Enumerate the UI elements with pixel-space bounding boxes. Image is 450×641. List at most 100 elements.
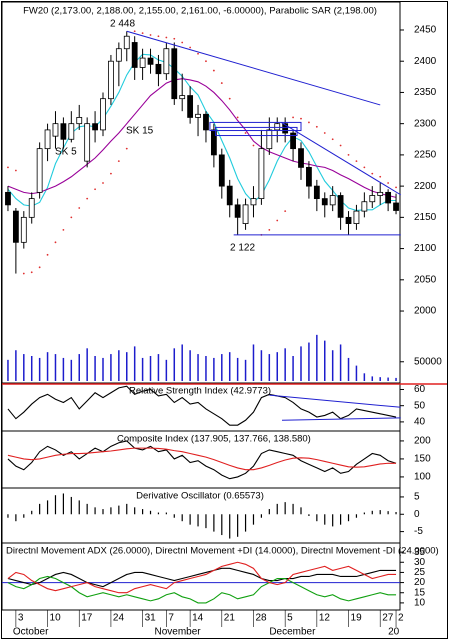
x-tick-label: 5	[287, 613, 293, 624]
y-tick-label: 2050	[414, 274, 437, 285]
candle-body	[377, 191, 384, 196]
candle-body	[28, 198, 35, 218]
y-tick-label: 2200	[414, 181, 437, 192]
candle-body	[20, 216, 27, 243]
y-tick-label: -5	[414, 526, 423, 537]
candle-body	[115, 48, 122, 62]
sar-dot	[347, 153, 350, 156]
y-tick-label: 150	[414, 454, 431, 465]
annotation: SK 5	[55, 147, 77, 158]
sar-dot	[339, 144, 342, 147]
sar-dot	[149, 34, 152, 36]
sar-dot	[284, 210, 287, 213]
sar-dot	[117, 160, 120, 163]
y-tick-label: 10	[414, 598, 426, 609]
y-tick-label: 30	[414, 557, 426, 568]
series-line	[7, 447, 397, 471]
y-tick-label: 2150	[414, 212, 437, 223]
candle-body	[218, 154, 225, 187]
sar-dot	[54, 241, 57, 244]
sar-dot	[387, 182, 390, 184]
sar-dot	[379, 175, 382, 178]
sar-dot	[94, 188, 96, 191]
candle-body	[266, 129, 273, 150]
y-tick-label: 2000	[414, 306, 437, 317]
series-line	[7, 78, 397, 198]
sar-dot	[268, 228, 271, 231]
x-tick-label: 3	[18, 613, 24, 624]
price-box	[214, 126, 298, 137]
sar-dot	[228, 97, 231, 100]
sar-dot	[181, 41, 184, 44]
candle-body	[298, 148, 304, 168]
y-tick-label: 2300	[414, 118, 437, 129]
sar-dot	[70, 216, 73, 219]
candle-body	[84, 123, 91, 162]
candle-body	[242, 204, 249, 224]
sar-dot	[38, 266, 41, 269]
sar-dot	[165, 36, 168, 39]
candle-body	[187, 95, 194, 118]
sar-dot	[157, 35, 160, 38]
sar-dot	[205, 60, 207, 63]
panel-title: Relative Strength Index (42.9773)	[129, 386, 271, 397]
month-label: 20	[388, 627, 400, 638]
sar-dot	[331, 138, 334, 141]
x-tick-label: 14	[192, 613, 204, 624]
sar-dot	[212, 69, 215, 72]
sar-dot	[141, 32, 144, 35]
candle-body	[258, 148, 265, 200]
sar-dot	[197, 52, 199, 55]
sar-dot	[308, 121, 310, 124]
y-tick-label: 35	[414, 547, 426, 558]
y-tick-label: 2100	[414, 243, 437, 254]
y-tick-label: 2400	[414, 56, 437, 67]
candle-body	[52, 123, 59, 137]
candle-body	[163, 48, 170, 75]
candle-body	[274, 123, 281, 131]
candle-body	[369, 195, 376, 203]
x-tick-label: 19	[351, 613, 363, 624]
candle-body	[226, 185, 233, 206]
candle-body	[44, 129, 51, 150]
candle-body	[306, 166, 312, 187]
series-line	[7, 567, 397, 588]
sar-dot	[78, 207, 81, 209]
sar-dot	[395, 186, 397, 189]
sar-dot	[220, 82, 223, 84]
candle-body	[36, 148, 43, 193]
candle-body	[123, 35, 130, 50]
sar-dot	[323, 132, 326, 134]
sar-dot	[189, 46, 192, 49]
panel-title: FW20 (2,173.00, 2,188.00, 2,155.00, 2,16…	[23, 6, 377, 17]
y-tick-label: 2250	[414, 150, 437, 161]
candle-body	[337, 195, 344, 218]
candle-body	[139, 57, 146, 68]
trend-line	[269, 394, 401, 408]
sar-dot	[125, 147, 128, 150]
panel-title: Directnl Movement ADX (26.0000), Directn…	[6, 546, 439, 557]
candle-body	[12, 210, 19, 243]
x-tick-label: 24	[113, 613, 125, 624]
sar-dot	[62, 228, 65, 231]
x-tick-label: 27	[382, 613, 394, 624]
series-line	[7, 440, 397, 480]
sar-dot	[355, 160, 358, 163]
sar-dot	[252, 144, 255, 147]
sar-dot	[133, 30, 136, 33]
panel-frame	[1, 542, 401, 611]
candle-body	[171, 48, 178, 100]
x-tick-label: 2	[398, 613, 404, 624]
candle-body	[282, 123, 289, 134]
candle-body	[179, 95, 186, 100]
sar-dot	[86, 197, 89, 200]
sar-dot	[363, 166, 366, 169]
sar-dot	[102, 182, 104, 184]
annotation: SK 15	[126, 126, 154, 137]
candle-body	[361, 201, 368, 212]
price-box	[209, 121, 302, 132]
candle-body	[353, 210, 360, 224]
sar-dot	[236, 116, 239, 119]
candle-body	[210, 129, 217, 156]
sar-dot	[110, 172, 112, 175]
